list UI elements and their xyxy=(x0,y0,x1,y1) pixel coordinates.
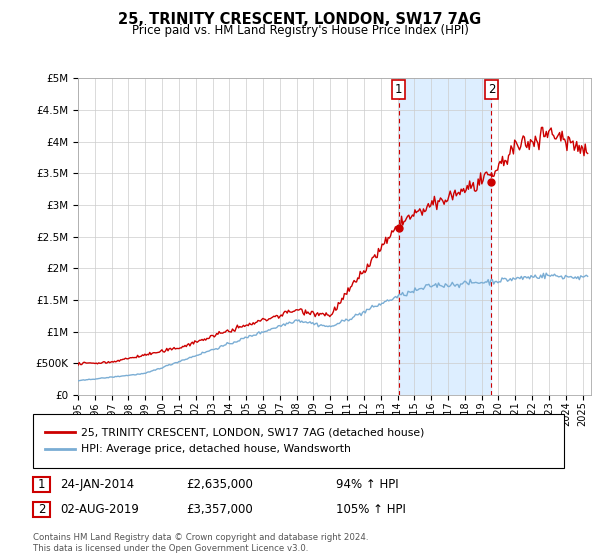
Text: 1: 1 xyxy=(395,83,403,96)
Text: 2: 2 xyxy=(488,83,495,96)
Text: 2: 2 xyxy=(38,503,45,516)
Text: 94% ↑ HPI: 94% ↑ HPI xyxy=(336,478,398,491)
Bar xyxy=(399,78,491,395)
Text: £3,357,000: £3,357,000 xyxy=(186,503,253,516)
Text: HPI: Average price, detached house, Wandsworth: HPI: Average price, detached house, Wand… xyxy=(81,444,351,454)
Text: 02-AUG-2019: 02-AUG-2019 xyxy=(60,503,139,516)
Text: 1: 1 xyxy=(38,478,45,491)
Text: 105% ↑ HPI: 105% ↑ HPI xyxy=(336,503,406,516)
Text: Contains HM Land Registry data © Crown copyright and database right 2024.
This d: Contains HM Land Registry data © Crown c… xyxy=(33,533,368,553)
Text: 24-JAN-2014: 24-JAN-2014 xyxy=(60,478,134,491)
Text: 25, TRINITY CRESCENT, LONDON, SW17 7AG (detached house): 25, TRINITY CRESCENT, LONDON, SW17 7AG (… xyxy=(81,427,424,437)
Text: 25, TRINITY CRESCENT, LONDON, SW17 7AG: 25, TRINITY CRESCENT, LONDON, SW17 7AG xyxy=(118,12,482,27)
Text: £2,635,000: £2,635,000 xyxy=(186,478,253,491)
Text: Price paid vs. HM Land Registry's House Price Index (HPI): Price paid vs. HM Land Registry's House … xyxy=(131,24,469,37)
